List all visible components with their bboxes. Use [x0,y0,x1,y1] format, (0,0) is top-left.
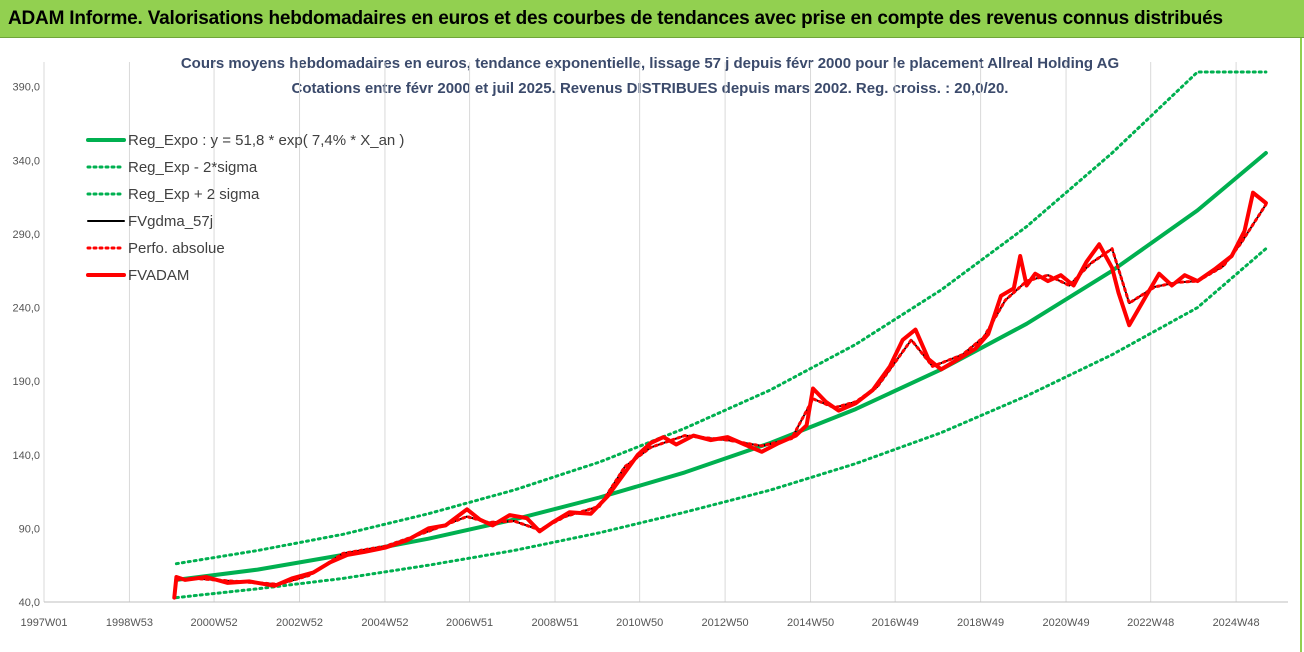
legend-entry-label: Reg_Exp + 2 sigma [128,186,260,203]
y-tick-label: 40,0 [19,597,40,609]
banner-title: ADAM Informe. Valorisations hebdomadaire… [8,8,1223,29]
chart-title: Cours moyens hebdomadaires en euros, ten… [180,55,1120,72]
x-tick-label: 1998W53 [106,617,153,629]
legend-entry-label: Reg_Exp - 2*sigma [128,159,258,176]
x-tick-label: 2022W48 [1127,617,1174,629]
legend-entry-label: FVADAM [128,267,189,284]
y-tick-label: 290,0 [12,229,40,241]
y-tick-label: 340,0 [12,155,40,167]
axes: 1997W01 1998W53 2000W52 2002W52 2004W52 2006W… [12,82,1288,629]
series-line-reg-exp-2-sigma [174,247,1268,600]
y-tick-label: 90,0 [19,523,40,535]
x-tick-label: 2018W49 [957,617,1004,629]
x-tick-label: 2016W49 [872,617,919,629]
x-tick-label: 2010W50 [616,617,663,629]
frame-edge [1300,38,1302,652]
x-tick-label: 2014W50 [787,617,834,629]
header-banner: ADAM Informe. Valorisations hebdomadaire… [0,0,1304,38]
legend: Reg_Expo : y = 51,8 * exp( 7,4% * X_an )… [86,132,404,284]
y-tick-label: 190,0 [12,376,40,388]
x-tick-label: 2002W52 [276,617,323,629]
series-line-reg-expo-y-51-8-exp-7-4-x-an [174,151,1268,582]
x-tick-label: 2004W52 [361,617,408,629]
x-tick-label: 2012W50 [702,617,749,629]
legend-entry-label: Reg_Expo : y = 51,8 * exp( 7,4% * X_an ) [128,132,404,149]
legend-entry-label: Perfo. absolue [128,240,225,257]
y-tick-label: 140,0 [12,450,40,462]
x-tick-label: 2006W51 [446,617,493,629]
y-tick-label: 240,0 [12,303,40,315]
series-line-reg-exp-2-sigma [174,70,1268,566]
series-line-fvgdma-57j [175,203,1267,586]
grid [43,62,1237,602]
chart-subtitle: Cotations entre févr 2000 et juil 2025. … [291,80,1009,97]
series-lines [172,70,1268,600]
x-tick-label: 2008W51 [531,617,578,629]
x-tick-label: 2000W52 [191,617,238,629]
x-tick-label: 2024W48 [1213,617,1260,629]
x-tick-label: 1997W01 [20,617,67,629]
series-line-fvadam [172,190,1268,600]
y-tick-label: 390,0 [12,82,40,94]
x-tick-label: 2020W49 [1043,617,1090,629]
legend-entry-label: FVgdma_57j [128,213,213,230]
series-line-perfo-absolue [174,203,1268,586]
